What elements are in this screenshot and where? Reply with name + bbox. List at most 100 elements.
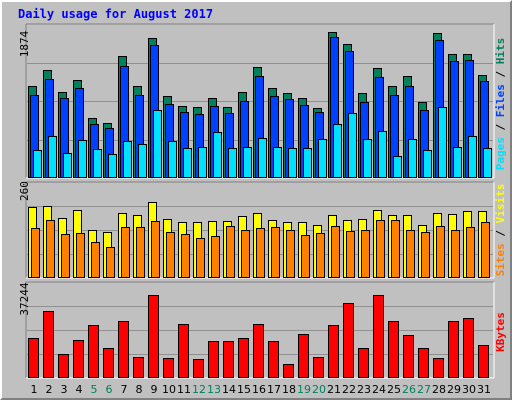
kbytes-bar [88,325,99,378]
top-panel-legend: Pages / Files / Hits [494,38,507,171]
day-axis-labels: 1 2 3 4 5 6 7 8 9 10 11 12 13 14 15 16 17 18 19 20 21 22 23 24 2… [31,383,492,396]
sites-bar [46,220,55,278]
legend-entry: Hits [494,38,507,65]
sites-bar [226,226,235,278]
day-label: 17 [267,383,281,396]
day-label: 21 [327,383,341,396]
kbytes-bar [268,341,279,378]
day-label: 27 [417,383,431,396]
pages-bar [108,154,117,178]
day-label: 11 [177,383,191,396]
sites-bar [241,230,250,278]
pages-bar [198,147,207,178]
kbytes-bar [238,338,249,378]
pages-bar [138,144,147,178]
day-label: 9 [151,383,158,396]
kbytes-bar [373,295,384,378]
pages-bar [333,124,342,178]
sites-bar [316,233,325,278]
day-label: 15 [237,383,251,396]
sites-bar [466,227,475,278]
legend-entry: Visits [494,184,507,224]
pages-bar [453,147,462,178]
day-label: 28 [432,383,446,396]
legend-entry: Pages [494,137,507,170]
day-label: 8 [136,383,143,396]
kbytes-bar [328,325,339,378]
pages-bar [213,132,222,178]
kbytes-bar [283,364,294,378]
day-label: 4 [76,383,83,396]
sites-bar [166,232,175,278]
sites-bar [91,242,100,278]
legend-entry: / [494,223,507,243]
day-label: 10 [162,383,176,396]
kbytes-bar [58,354,69,378]
legend-entry: KBytes [494,312,507,352]
sites-bar [151,221,160,278]
pages-bar [483,148,492,178]
sites-bar [436,226,445,278]
chart-title: Daily usage for August 2017 [18,7,213,21]
kbytes-bar [418,348,429,378]
day-label: 29 [447,383,461,396]
pages-bar [363,139,372,178]
kbytes-bar [73,340,84,378]
kbytes-bar [28,338,39,378]
kbytes-bar [118,321,129,378]
day-label: 14 [222,383,236,396]
sites-bar [61,234,70,278]
sites-bar [391,220,400,278]
pages-bar [48,136,57,178]
day-label: 2 [46,383,53,396]
kbytes-bar [133,357,144,378]
kbytes-bar [253,324,264,378]
day-label: 3 [61,383,68,396]
sites-bar [106,247,115,278]
kbytes-bar [463,318,474,378]
pages-bar [288,148,297,178]
sites-bar [406,230,415,278]
day-label: 23 [357,383,371,396]
day-label: 26 [402,383,416,396]
day-label: 19 [297,383,311,396]
sites-bar [376,220,385,278]
pages-bar [93,149,102,178]
kbytes-bar [148,295,159,378]
pages-bar [78,140,87,178]
pages-bar [33,150,42,178]
sites-bar [31,228,40,278]
day-label: 30 [462,383,476,396]
day-label: 6 [106,383,113,396]
kbytes-bar [178,324,189,378]
sites-bar [121,227,130,278]
kbytes-bar [298,334,309,378]
sites-bar [271,227,280,278]
pages-bar [258,138,267,178]
kbytes-bar [223,341,234,378]
top-panel-max-label: 1874 [18,30,31,57]
kbytes-bar [103,348,114,378]
kbytes-bar [433,358,444,378]
day-label: 1 [31,383,38,396]
day-label: 7 [121,383,128,396]
pages-bar [303,148,312,178]
kbytes-bar [358,348,369,378]
pages-bar [183,148,192,178]
kbytes-bar [448,321,459,378]
day-label: 12 [192,383,206,396]
sites-bar [211,236,220,278]
day-label: 20 [312,383,326,396]
kbytes-bar [193,359,204,378]
legend-entry: / [494,64,507,84]
sites-bar [286,230,295,278]
day-label: 18 [282,383,296,396]
day-label: 31 [477,383,491,396]
pages-bar [153,110,162,178]
pages-bar [168,141,177,178]
kbytes-bar [313,357,324,378]
middle-panel-max-label: 260 [18,181,31,201]
kbytes-bar [343,303,354,378]
kbytes-bar [388,321,399,378]
